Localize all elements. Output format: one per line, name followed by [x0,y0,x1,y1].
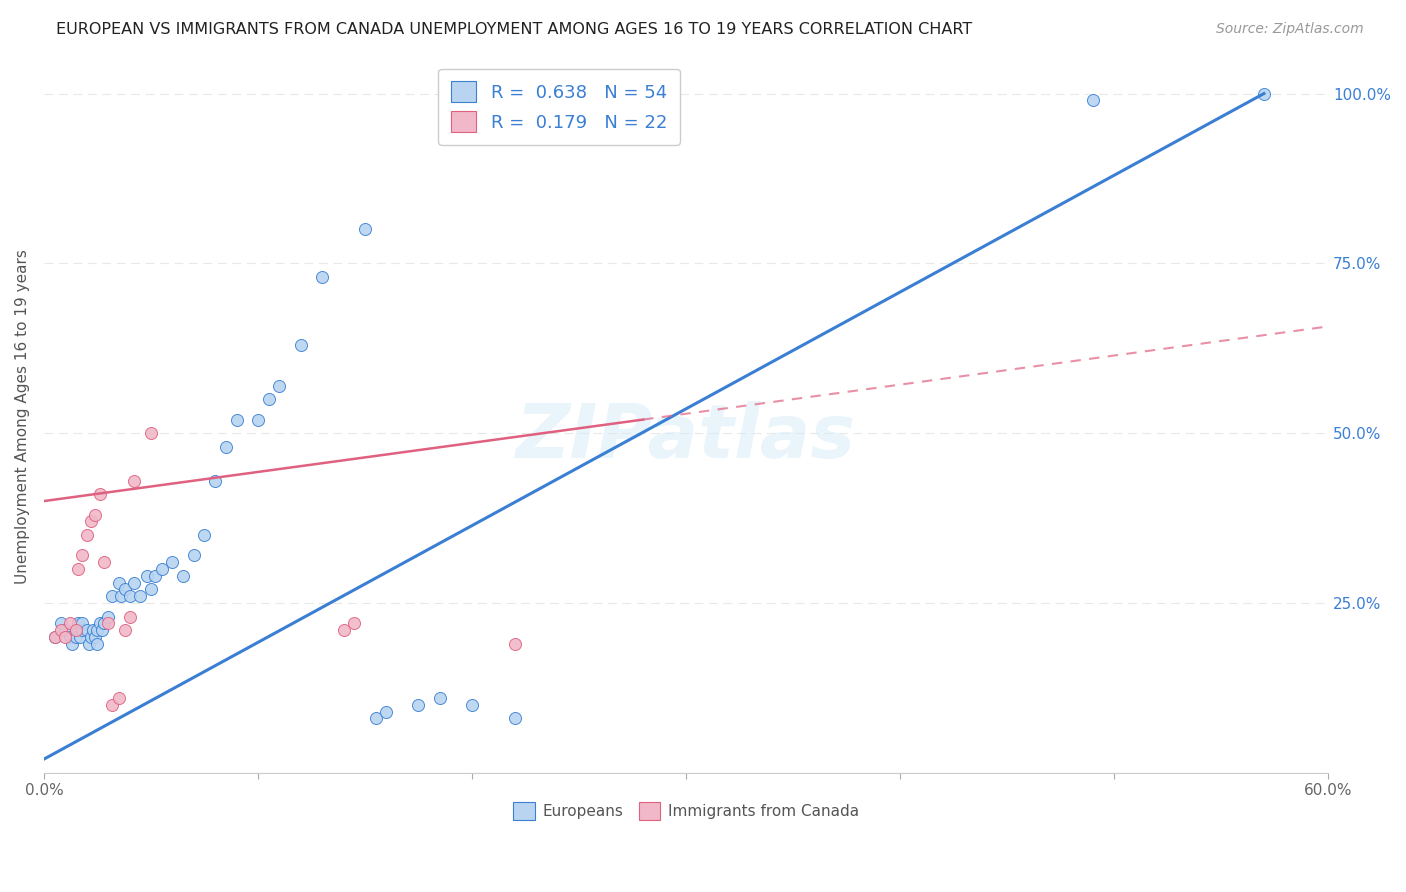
Point [90,623,112,637]
Point [1253,87,1275,101]
Point [49,616,72,631]
Point [67,616,90,631]
Point [110,589,132,603]
Point [89,616,111,631]
Point [72,616,94,631]
Point [122,474,145,488]
Point [76,528,98,542]
Point [332,623,354,637]
Text: ZIPatlas: ZIPatlas [516,401,856,474]
Point [65,623,87,637]
Point [503,711,526,725]
Point [139,426,162,441]
Point [107,691,129,706]
Point [269,378,291,392]
Point [89,487,111,501]
Point [375,705,398,719]
Point [72,549,94,563]
Text: Source: ZipAtlas.com: Source: ZipAtlas.com [1216,22,1364,37]
Point [143,568,166,582]
Text: EUROPEAN VS IMMIGRANTS FROM CANADA UNEMPLOYMENT AMONG AGES 16 TO 19 YEARS CORREL: EUROPEAN VS IMMIGRANTS FROM CANADA UNEMP… [56,22,973,37]
Point [225,412,247,426]
Point [257,392,280,407]
Point [60,637,83,651]
Point [364,711,387,725]
Point [86,623,108,637]
Point [86,637,108,651]
Point [58,630,80,644]
Point [114,582,136,597]
Point [53,630,76,644]
Point [139,582,162,597]
Point [354,222,377,236]
Point [193,528,215,542]
Point [80,630,103,644]
Point [58,616,80,631]
Point [311,269,333,284]
Point [122,575,145,590]
Point [84,630,107,644]
Point [290,338,312,352]
Point [69,630,91,644]
Point [101,698,124,712]
Point [183,549,205,563]
Y-axis label: Unemployment Among Ages 16 to 19 years: Unemployment Among Ages 16 to 19 years [15,249,30,583]
Point [135,568,157,582]
Point [246,412,269,426]
Point [129,589,152,603]
Point [44,630,66,644]
Point [172,568,194,582]
Point [67,562,90,576]
Point [162,555,184,569]
Point [84,508,107,522]
Point [503,637,526,651]
Point [343,616,366,631]
Point [93,555,115,569]
Point [461,698,484,712]
Point [77,637,100,651]
Point [118,589,141,603]
Point [53,623,76,637]
Point [107,575,129,590]
Point [204,474,226,488]
Point [65,630,87,644]
Point [76,623,98,637]
Point [97,616,120,631]
Point [114,623,136,637]
Point [49,623,72,637]
Point [101,589,124,603]
Point [150,562,173,576]
Point [93,616,115,631]
Point [97,609,120,624]
Point [80,515,103,529]
Point [215,440,238,454]
Point [118,609,141,624]
Point [429,691,451,706]
Point [408,698,430,712]
Point [44,630,66,644]
Point [1081,94,1104,108]
Point [65,623,87,637]
Legend: Europeans, Immigrants from Canada: Europeans, Immigrants from Canada [508,796,865,826]
Point [82,623,104,637]
Point [72,623,94,637]
